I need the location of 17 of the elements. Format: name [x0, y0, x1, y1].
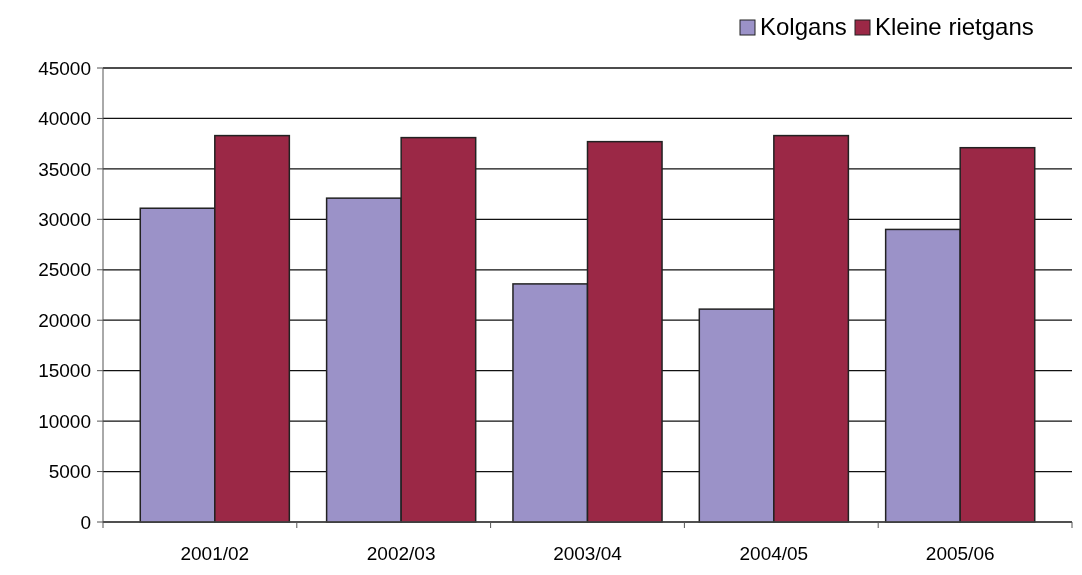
x-tick-label: 2002/03	[366, 543, 436, 564]
y-tick-label: 45000	[38, 57, 91, 79]
legend-label: Kolgans	[760, 13, 847, 40]
x-tick-label: 2001/02	[180, 543, 250, 564]
y-tick-label: 20000	[38, 309, 91, 331]
y-tick-label: 30000	[38, 208, 91, 230]
y-tick-label: 5000	[48, 461, 91, 483]
y-tick-label: 40000	[38, 108, 91, 130]
legend-label: Kleine rietgans	[875, 13, 1034, 40]
y-tick-label: 35000	[38, 158, 91, 180]
y-tick-label: 0	[80, 511, 91, 533]
y-tick-label: 15000	[38, 360, 91, 382]
y-tick-label: 10000	[38, 410, 91, 432]
x-tick-label: 2003/04	[553, 543, 623, 564]
x-tick-label: 2004/05	[739, 543, 809, 564]
y-tick-label: 25000	[38, 259, 91, 281]
x-tick-label: 2005/06	[925, 543, 995, 564]
